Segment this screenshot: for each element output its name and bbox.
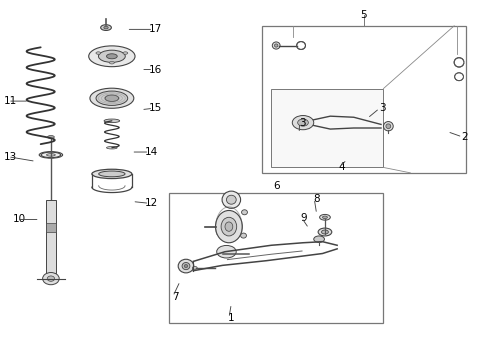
Ellipse shape [178, 259, 193, 273]
Ellipse shape [322, 216, 327, 219]
Bar [271, 89, 383, 167]
Text: 11: 11 [4, 96, 17, 106]
Ellipse shape [224, 222, 232, 231]
Ellipse shape [385, 124, 390, 129]
Text: 14: 14 [145, 147, 158, 157]
Ellipse shape [88, 46, 135, 67]
Ellipse shape [274, 44, 277, 47]
Text: 3: 3 [378, 103, 385, 113]
Ellipse shape [39, 152, 62, 158]
Text: 9: 9 [300, 213, 306, 222]
Text: 17: 17 [149, 24, 162, 35]
Ellipse shape [272, 42, 280, 49]
Ellipse shape [106, 54, 117, 59]
Ellipse shape [99, 171, 125, 177]
Ellipse shape [92, 169, 132, 179]
Ellipse shape [47, 135, 54, 138]
Ellipse shape [96, 91, 127, 105]
Text: 7: 7 [172, 292, 178, 302]
Text: 8: 8 [313, 194, 319, 204]
Ellipse shape [98, 50, 125, 62]
Text: 10: 10 [13, 215, 26, 224]
Ellipse shape [101, 25, 111, 31]
Ellipse shape [297, 119, 308, 126]
Ellipse shape [105, 95, 119, 102]
Ellipse shape [383, 122, 392, 131]
Text: 2: 2 [461, 132, 467, 142]
Text: 1: 1 [227, 313, 234, 323]
Ellipse shape [221, 217, 236, 236]
Bar [168, 193, 383, 323]
Ellipse shape [321, 230, 328, 234]
Text: 15: 15 [149, 103, 162, 113]
Ellipse shape [241, 210, 247, 215]
Ellipse shape [109, 62, 114, 64]
Text: 12: 12 [145, 198, 158, 208]
Ellipse shape [96, 52, 101, 54]
Ellipse shape [184, 265, 187, 268]
Ellipse shape [292, 116, 313, 130]
Bar [261, 26, 466, 173]
Text: 16: 16 [149, 64, 162, 75]
Ellipse shape [313, 236, 324, 242]
Ellipse shape [319, 215, 330, 220]
Text: 13: 13 [4, 152, 17, 162]
Ellipse shape [216, 246, 236, 258]
Ellipse shape [106, 147, 117, 149]
Ellipse shape [318, 228, 331, 236]
Ellipse shape [215, 211, 242, 243]
Ellipse shape [41, 152, 61, 158]
Ellipse shape [182, 262, 189, 270]
Ellipse shape [90, 88, 134, 108]
Text: 4: 4 [338, 162, 345, 172]
Bar [46, 200, 56, 273]
Ellipse shape [122, 52, 127, 54]
Ellipse shape [192, 266, 197, 269]
Ellipse shape [42, 273, 59, 285]
Ellipse shape [218, 252, 223, 255]
Text: 3: 3 [298, 118, 305, 128]
Text: 5: 5 [360, 10, 366, 20]
Bar [46, 223, 56, 232]
Ellipse shape [104, 119, 120, 123]
Ellipse shape [47, 276, 55, 281]
Ellipse shape [240, 233, 246, 238]
Ellipse shape [103, 26, 108, 29]
Ellipse shape [46, 154, 55, 156]
Ellipse shape [222, 191, 240, 208]
Text: 6: 6 [272, 181, 279, 191]
Ellipse shape [226, 195, 236, 204]
